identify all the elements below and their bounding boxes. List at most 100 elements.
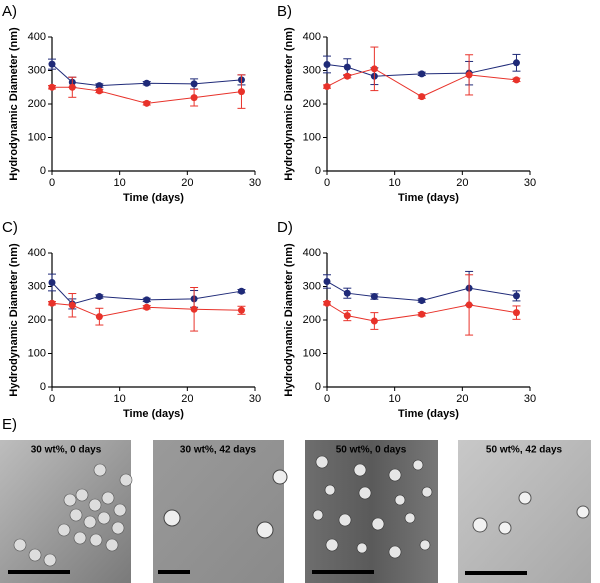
data-point (237, 88, 245, 96)
data-point (418, 93, 426, 101)
x-axis-label: Time (days) (398, 408, 459, 420)
y-tick-label: 200 (303, 314, 321, 326)
x-tick-label: 10 (114, 177, 126, 189)
x-tick-label: 10 (389, 393, 401, 405)
series-line (326, 302, 517, 322)
series-line (326, 281, 517, 302)
data-point (512, 59, 520, 67)
y-tick-label: 200 (303, 98, 321, 110)
data-point (143, 296, 151, 304)
data-point (512, 292, 520, 300)
image-caption: 50 wt%, 42 days (486, 445, 563, 456)
data-point (323, 277, 331, 285)
x-tick-label: 20 (456, 177, 468, 189)
y-tick-label: 200 (28, 98, 46, 110)
x-tick-label: 10 (114, 393, 126, 405)
x-axis-label: Time (days) (123, 192, 184, 204)
series-line (51, 63, 242, 87)
data-point (237, 287, 245, 295)
data-point (418, 297, 426, 305)
data-point (95, 87, 103, 95)
y-tick-label: 300 (28, 64, 46, 76)
data-point (68, 83, 76, 91)
data-point (48, 60, 56, 68)
image-caption: 50 wt%, 0 days (336, 445, 407, 456)
panel-label: D) (277, 219, 293, 236)
data-point (190, 80, 198, 88)
data-point (143, 303, 151, 311)
data-point (370, 65, 378, 73)
data-point (68, 301, 76, 309)
data-point (48, 299, 56, 307)
sem-image (0, 440, 133, 583)
x-tick-label: 30 (524, 177, 536, 189)
data-point (343, 63, 351, 71)
x-tick-label: 30 (249, 393, 261, 405)
data-point (512, 76, 520, 84)
x-tick-label: 0 (49, 177, 55, 189)
x-tick-label: 30 (249, 177, 261, 189)
panel-label: C) (2, 219, 18, 236)
data-point (370, 293, 378, 301)
x-tick-label: 20 (181, 393, 193, 405)
data-point (343, 289, 351, 297)
image-caption: 30 wt%, 0 days (31, 445, 102, 456)
y-tick-label: 0 (315, 165, 321, 177)
y-tick-label: 400 (303, 31, 321, 43)
x-axis-label: Time (days) (398, 192, 459, 204)
y-tick-label: 400 (303, 247, 321, 259)
y-tick-label: 100 (303, 131, 321, 143)
y-tick-label: 400 (28, 247, 46, 259)
series-line (51, 282, 242, 305)
x-axis-label: Time (days) (123, 408, 184, 420)
data-point (48, 278, 56, 286)
y-tick-label: 100 (28, 347, 46, 359)
y-tick-label: 0 (40, 381, 46, 393)
data-point (323, 299, 331, 307)
data-point (418, 310, 426, 318)
y-tick-label: 300 (28, 280, 46, 292)
x-tick-label: 20 (456, 393, 468, 405)
sem-image (458, 440, 591, 583)
panel-label: E) (2, 416, 17, 433)
y-tick-label: 100 (303, 347, 321, 359)
data-point (512, 309, 520, 317)
data-point (323, 83, 331, 91)
data-point (95, 313, 103, 321)
y-tick-label: 200 (28, 314, 46, 326)
data-point (143, 79, 151, 87)
y-tick-label: 400 (28, 31, 46, 43)
data-point (95, 82, 103, 90)
x-tick-label: 0 (324, 177, 330, 189)
data-point (343, 72, 351, 80)
data-point (190, 305, 198, 313)
data-point (95, 293, 103, 301)
y-tick-label: 0 (40, 165, 46, 177)
panel-label: B) (277, 3, 292, 20)
data-point (237, 306, 245, 314)
data-point (143, 99, 151, 107)
data-point (343, 312, 351, 320)
data-point (48, 83, 56, 91)
data-point (370, 317, 378, 325)
y-tick-label: 0 (315, 381, 321, 393)
y-axis-label: Hydrodynamic Diameter (nm) (283, 27, 295, 181)
data-point (418, 70, 426, 78)
y-axis-label: Hydrodynamic Diameter (nm) (283, 243, 295, 397)
sem-image (305, 440, 438, 583)
y-tick-label: 300 (303, 64, 321, 76)
y-axis-label: Hydrodynamic Diameter (nm) (8, 27, 20, 181)
image-caption: 30 wt%, 42 days (180, 445, 257, 456)
x-tick-label: 0 (49, 393, 55, 405)
y-tick-label: 100 (28, 131, 46, 143)
x-tick-label: 30 (524, 393, 536, 405)
x-tick-label: 0 (324, 393, 330, 405)
data-point (465, 71, 473, 79)
data-point (323, 60, 331, 68)
x-tick-label: 10 (389, 177, 401, 189)
y-tick-label: 300 (303, 280, 321, 292)
sem-image (153, 440, 288, 583)
x-tick-label: 20 (181, 177, 193, 189)
panel-label: A) (2, 3, 17, 20)
